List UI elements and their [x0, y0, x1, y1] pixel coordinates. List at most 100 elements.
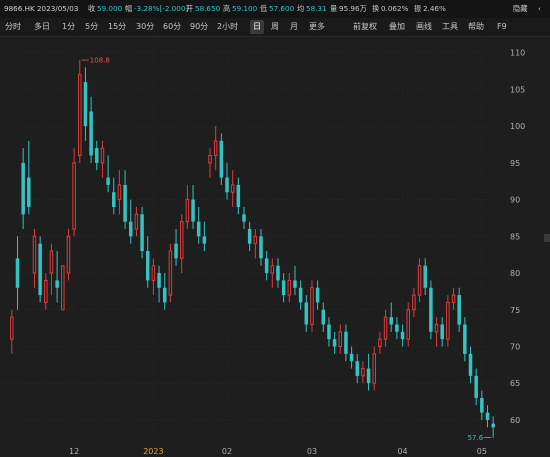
- candle: [276, 258, 280, 288]
- tab-multi-day[interactable]: 多日: [34, 22, 50, 31]
- candle: [423, 258, 427, 296]
- candle-body: [174, 243, 178, 259]
- candlestick-chart[interactable]: 110 105 100 95 90 85 80 75 70 65 60 12 2023 02 03 04 05…: [0, 36, 550, 457]
- candle: [463, 317, 467, 362]
- candle: [474, 368, 478, 406]
- f9-button[interactable]: F9: [497, 22, 507, 31]
- tab-more[interactable]: 更多: [309, 22, 325, 31]
- chevron-left-icon[interactable]: ‹: [538, 4, 541, 13]
- candle: [219, 133, 224, 185]
- candle-body: [315, 287, 320, 303]
- candle: [72, 148, 76, 237]
- candle-body: [480, 397, 484, 413]
- tab-15min[interactable]: 15分: [108, 22, 127, 31]
- candle-body: [230, 184, 235, 193]
- candle: [264, 251, 269, 281]
- candle-body: [474, 375, 478, 398]
- candle-body: [395, 324, 399, 332]
- tab-month[interactable]: 月: [290, 22, 298, 31]
- y-tick-label: 90: [510, 196, 520, 205]
- tab-90min[interactable]: 90分: [190, 22, 209, 31]
- change-value: -3.28%[-2.000]: [134, 4, 189, 13]
- candle-body: [485, 412, 490, 420]
- y-tick-label: 95: [510, 159, 520, 168]
- candle-body: [321, 309, 326, 325]
- candle-body: [191, 199, 195, 222]
- open-value: 58.650: [195, 4, 221, 13]
- y-tick-label: 65: [510, 379, 520, 388]
- candle-body: [400, 331, 405, 340]
- low-value: 57.600: [269, 4, 295, 13]
- tab-2hour[interactable]: 2小时: [217, 22, 239, 31]
- close-label: 收: [88, 4, 96, 13]
- candle: [366, 353, 371, 391]
- tab-1min[interactable]: 1分: [62, 22, 76, 31]
- panel-collapse-handle[interactable]: [544, 234, 550, 242]
- hide-button[interactable]: 隐藏: [513, 4, 528, 13]
- close-value: 59.000: [97, 4, 123, 13]
- candle: [49, 243, 54, 296]
- candle: [293, 265, 297, 296]
- candle-body: [429, 287, 433, 332]
- candle-body: [253, 235, 258, 245]
- candle-body: [491, 423, 495, 428]
- help-button[interactable]: 帮助: [468, 22, 484, 31]
- tab-60min[interactable]: 60分: [163, 22, 182, 31]
- candle: [372, 346, 377, 391]
- candle: [15, 236, 20, 310]
- candle-body: [55, 280, 59, 288]
- candle-body: [451, 294, 456, 303]
- tools-button[interactable]: 工具: [442, 22, 458, 31]
- tab-fenshi[interactable]: 分时: [5, 22, 21, 31]
- candle-body: [202, 236, 207, 244]
- candle: [225, 162, 229, 200]
- candle-body: [423, 265, 427, 288]
- x-tick-label: 04: [397, 447, 407, 456]
- open-label: 开: [186, 4, 194, 13]
- candle: [168, 243, 173, 303]
- candle: [355, 353, 360, 384]
- candle-body: [293, 280, 297, 288]
- candle-body: [168, 250, 173, 296]
- candle-body: [446, 301, 450, 340]
- candle: [196, 206, 201, 244]
- x-tick-label: 02: [222, 447, 232, 456]
- candle-body: [123, 184, 127, 222]
- candle: [112, 177, 116, 215]
- y-tick-label: 75: [510, 306, 520, 315]
- candle: [281, 273, 286, 303]
- candle-body: [389, 317, 393, 325]
- candle-body: [463, 324, 467, 354]
- candles: [10, 60, 495, 438]
- tab-30min[interactable]: 30分: [136, 22, 155, 31]
- candle-body: [242, 214, 246, 222]
- candle: [236, 177, 241, 215]
- candle-body: [372, 353, 377, 384]
- tab-week[interactable]: 周: [271, 22, 279, 31]
- candle: [134, 206, 139, 237]
- candle-body: [298, 287, 303, 303]
- candle: [185, 184, 190, 229]
- x-axis: 12 2023 02 03 04 05: [69, 447, 487, 456]
- annotations: 108.8 57.6: [81, 57, 492, 442]
- candle-body: [219, 140, 224, 178]
- candle-body: [236, 184, 241, 207]
- quote-info-bar: 9866.HK 2023/05/03 收 59.000 幅 -3.28%[-2.…: [0, 0, 550, 18]
- candle-body: [468, 353, 473, 376]
- candle: [457, 287, 461, 332]
- draw-line-button[interactable]: 画线: [416, 22, 432, 31]
- candle: [78, 60, 82, 163]
- candle-body: [361, 368, 365, 377]
- tab-day[interactable]: 日: [250, 20, 264, 34]
- adjust-forward-button[interactable]: 前复权: [353, 22, 377, 31]
- overlay-button[interactable]: 叠加: [389, 22, 405, 31]
- turnover-label: 换: [372, 4, 380, 13]
- candle-body: [15, 258, 20, 288]
- candle-body: [270, 265, 275, 274]
- candle: [242, 206, 246, 229]
- candle-body: [10, 316, 14, 340]
- candle-body: [21, 162, 25, 215]
- candle: [157, 265, 161, 303]
- tab-5min[interactable]: 5分: [85, 22, 99, 31]
